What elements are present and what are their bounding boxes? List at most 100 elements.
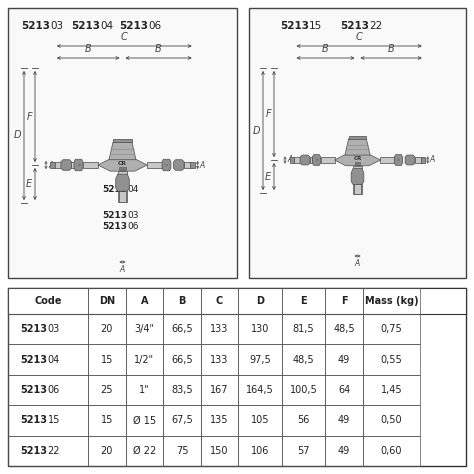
Text: Mass (kg): Mass (kg) xyxy=(365,296,419,306)
Text: C: C xyxy=(356,32,363,42)
Text: D: D xyxy=(253,126,260,136)
Bar xyxy=(238,345,282,375)
Bar xyxy=(163,314,201,345)
Text: Ø 22: Ø 22 xyxy=(133,446,156,456)
Bar xyxy=(363,288,420,314)
Bar xyxy=(113,139,132,142)
Bar xyxy=(325,345,363,375)
Text: 03: 03 xyxy=(47,324,60,334)
Text: 133: 133 xyxy=(210,324,229,334)
Text: 5213: 5213 xyxy=(71,21,100,31)
Bar xyxy=(201,375,238,405)
Text: 0,60: 0,60 xyxy=(381,446,402,456)
Text: 5213: 5213 xyxy=(102,221,128,230)
Bar xyxy=(363,345,420,375)
Text: A: A xyxy=(430,155,435,164)
Text: 5213: 5213 xyxy=(20,385,47,395)
Bar xyxy=(88,405,126,436)
Text: E: E xyxy=(301,296,307,306)
Text: 1/2": 1/2" xyxy=(135,355,155,365)
Text: 150: 150 xyxy=(210,446,229,456)
Text: 75: 75 xyxy=(176,446,188,456)
Text: 49: 49 xyxy=(338,446,350,456)
Text: 49: 49 xyxy=(338,355,350,365)
Bar xyxy=(349,136,366,139)
Text: F: F xyxy=(341,296,347,306)
Text: 03: 03 xyxy=(128,211,139,220)
Text: E: E xyxy=(265,172,271,182)
Bar xyxy=(310,157,312,163)
Text: B: B xyxy=(155,44,162,54)
Bar xyxy=(320,157,335,163)
Polygon shape xyxy=(98,159,147,171)
Bar xyxy=(163,436,201,466)
Bar xyxy=(201,288,238,314)
Text: CR: CR xyxy=(118,161,127,166)
Bar xyxy=(83,162,98,168)
Text: 5213: 5213 xyxy=(20,355,47,365)
Text: 106: 106 xyxy=(251,446,269,456)
Text: Ø 15: Ø 15 xyxy=(133,415,156,425)
Text: A: A xyxy=(287,155,292,164)
Text: B: B xyxy=(322,44,329,54)
Text: A: A xyxy=(48,161,53,170)
Bar xyxy=(201,314,238,345)
Text: 22: 22 xyxy=(369,21,382,31)
Bar xyxy=(8,436,88,466)
Bar xyxy=(354,184,361,194)
Text: 5213: 5213 xyxy=(102,211,128,220)
Text: 83,5: 83,5 xyxy=(171,385,193,395)
Text: 22: 22 xyxy=(47,446,60,456)
Text: C: C xyxy=(121,32,128,42)
Text: 20: 20 xyxy=(101,446,113,456)
Bar xyxy=(8,8,237,278)
Bar xyxy=(282,436,325,466)
Text: 130: 130 xyxy=(251,324,269,334)
Text: 48,5: 48,5 xyxy=(293,355,314,365)
Text: B: B xyxy=(178,296,186,306)
Bar xyxy=(363,405,420,436)
Polygon shape xyxy=(335,154,381,166)
Bar xyxy=(126,288,163,314)
Bar xyxy=(282,314,325,345)
Text: 04: 04 xyxy=(128,184,139,193)
Text: 15: 15 xyxy=(101,415,113,425)
Text: A: A xyxy=(355,259,360,268)
Bar xyxy=(381,157,394,163)
Bar xyxy=(363,375,420,405)
Text: 5213: 5213 xyxy=(340,21,369,31)
Text: 97,5: 97,5 xyxy=(249,355,271,365)
Text: 1": 1" xyxy=(139,385,150,395)
Text: A: A xyxy=(141,296,148,306)
Bar xyxy=(163,288,201,314)
Bar xyxy=(8,288,88,314)
Bar xyxy=(118,191,127,202)
Bar xyxy=(8,345,88,375)
Text: 164,5: 164,5 xyxy=(246,385,274,395)
Text: 133: 133 xyxy=(210,355,229,365)
Text: 15: 15 xyxy=(309,21,322,31)
Bar xyxy=(238,288,282,314)
Text: D: D xyxy=(13,130,21,140)
Text: 5213: 5213 xyxy=(20,415,47,425)
Bar xyxy=(238,314,282,345)
Text: 100,5: 100,5 xyxy=(290,385,318,395)
Text: 06: 06 xyxy=(47,385,60,395)
Bar xyxy=(420,157,425,163)
Text: 66,5: 66,5 xyxy=(171,324,193,334)
Bar xyxy=(8,405,88,436)
Text: 03: 03 xyxy=(50,21,63,31)
Text: 48,5: 48,5 xyxy=(333,324,355,334)
Polygon shape xyxy=(116,174,129,191)
Bar xyxy=(355,162,360,165)
Text: 04: 04 xyxy=(100,21,113,31)
Text: 0,50: 0,50 xyxy=(381,415,402,425)
Text: 5213: 5213 xyxy=(119,21,148,31)
Text: 06: 06 xyxy=(128,221,139,230)
Bar xyxy=(325,436,363,466)
Bar xyxy=(88,436,126,466)
Text: 135: 135 xyxy=(210,415,229,425)
Bar xyxy=(184,162,191,168)
Bar xyxy=(126,405,163,436)
Polygon shape xyxy=(61,160,72,170)
